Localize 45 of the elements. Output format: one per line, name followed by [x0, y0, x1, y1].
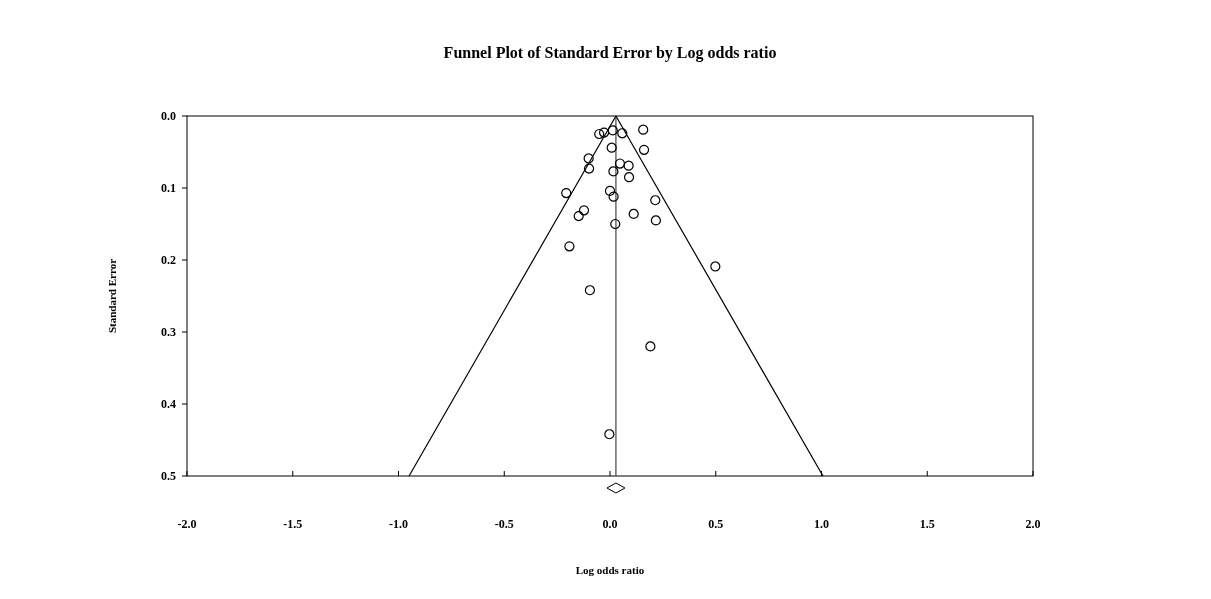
point [638, 144, 650, 155]
x-axis-title: Log odds ratio [575, 564, 645, 576]
y-tick-label: 0.3 [161, 325, 176, 340]
point [583, 153, 594, 164]
point [638, 124, 649, 135]
chart-title: Funnel Plot of Standard Error by Log odds ratio [443, 44, 777, 62]
point [710, 261, 721, 272]
point [604, 429, 615, 440]
point [608, 166, 619, 177]
point [623, 160, 634, 171]
point [584, 285, 596, 296]
point [614, 158, 626, 169]
point [645, 341, 656, 352]
point [583, 163, 595, 174]
point [628, 208, 639, 220]
x-tick-label: 1.5 [919, 517, 935, 531]
y-tick-label: 0.4 [161, 397, 176, 412]
point [561, 187, 572, 199]
y-axis-title: Standard Error [106, 258, 118, 334]
point [610, 218, 621, 230]
point [650, 195, 661, 206]
point [617, 128, 628, 139]
x-tick-label: -1.5 [283, 517, 303, 531]
point [607, 125, 618, 136]
point [594, 128, 605, 140]
point [650, 215, 662, 226]
point [606, 142, 617, 153]
y-tick-label: 0.2 [161, 253, 176, 268]
x-tick-label: -2.0 [177, 517, 197, 531]
x-tick-label: 1.0 [814, 517, 829, 531]
point [608, 191, 619, 202]
point [573, 210, 584, 222]
y-tick-label: 0.0 [161, 109, 176, 124]
x-tick-label: 0.0 [602, 517, 618, 531]
y-tick-label: 0.1 [161, 181, 176, 196]
point [578, 205, 590, 216]
x-tick-label: -0.5 [494, 517, 514, 531]
x-tick-label: -1.0 [389, 517, 408, 531]
x-tick-label: 0.5 [708, 517, 724, 531]
x-tick-label: 2.0 [1025, 517, 1041, 531]
point [623, 172, 635, 183]
point [564, 241, 575, 252]
y-tick-label: 0.5 [161, 469, 176, 484]
point [604, 185, 616, 196]
point [598, 127, 610, 138]
